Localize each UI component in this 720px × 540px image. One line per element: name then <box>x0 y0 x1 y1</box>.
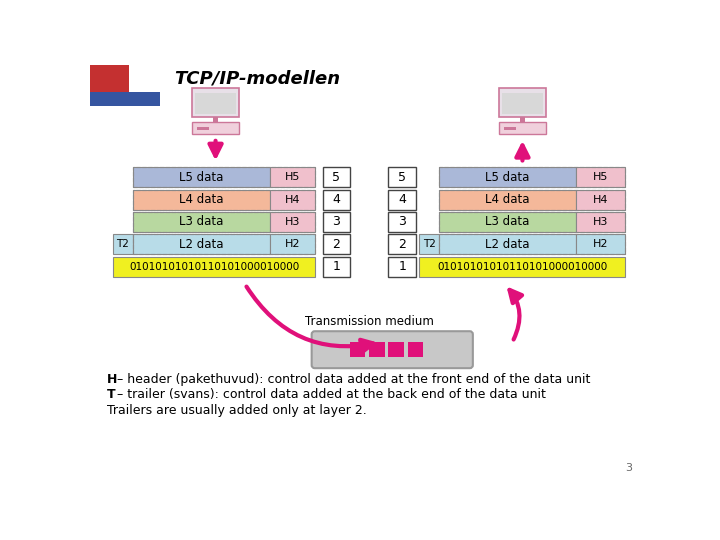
Bar <box>270 212 315 232</box>
Text: T: T <box>107 388 116 401</box>
Text: 2: 2 <box>398 238 406 251</box>
Bar <box>270 190 315 210</box>
Text: Transmission medium: Transmission medium <box>305 315 433 328</box>
Text: – header (pakethuvud): control data added at the front end of the data unit: – header (pakethuvud): control data adde… <box>113 373 590 386</box>
Bar <box>388 234 416 254</box>
Text: 3: 3 <box>333 215 341 228</box>
Text: 01010101010110101000010000: 01010101010110101000010000 <box>437 261 607 272</box>
Bar <box>499 122 546 134</box>
Bar <box>438 167 576 187</box>
Text: 5: 5 <box>398 171 406 184</box>
Bar <box>132 167 270 187</box>
Bar <box>419 234 438 254</box>
Bar <box>438 167 625 187</box>
Bar <box>132 190 315 210</box>
Bar <box>438 234 576 254</box>
Text: 4: 4 <box>398 193 406 206</box>
Bar <box>499 88 546 117</box>
Bar <box>408 342 423 357</box>
Bar <box>388 190 416 210</box>
Bar <box>576 190 625 210</box>
Text: H4: H4 <box>593 194 608 205</box>
Text: Trailers are usually added only at layer 2.: Trailers are usually added only at layer… <box>107 403 366 416</box>
Bar <box>90 65 129 97</box>
Text: 4: 4 <box>333 193 341 206</box>
Bar <box>132 212 270 232</box>
Bar <box>192 122 239 134</box>
Bar <box>388 212 416 232</box>
Text: H: H <box>107 373 117 386</box>
Text: L3 data: L3 data <box>179 215 223 228</box>
Bar <box>132 234 270 254</box>
Bar <box>323 256 351 276</box>
Text: L4 data: L4 data <box>179 193 223 206</box>
Text: 01010101010110101000010000: 01010101010110101000010000 <box>129 261 299 272</box>
Text: TCP/IP-modellen: TCP/IP-modellen <box>174 70 340 87</box>
Bar <box>192 88 239 117</box>
Bar <box>388 342 404 357</box>
Text: L3 data: L3 data <box>485 215 529 228</box>
Bar <box>438 234 625 254</box>
Bar <box>323 190 351 210</box>
Bar <box>132 212 315 232</box>
Bar <box>576 212 625 232</box>
Bar <box>323 212 351 232</box>
Text: H5: H5 <box>284 172 300 182</box>
FancyBboxPatch shape <box>312 331 473 368</box>
Bar <box>132 190 270 210</box>
Bar <box>270 167 315 187</box>
Bar <box>438 190 625 210</box>
Text: L4 data: L4 data <box>485 193 530 206</box>
Bar <box>504 127 516 130</box>
Bar <box>388 167 416 187</box>
Text: 3: 3 <box>626 463 632 473</box>
Text: 2: 2 <box>333 238 341 251</box>
Bar <box>419 256 625 276</box>
Bar <box>90 92 160 106</box>
Text: H2: H2 <box>284 239 300 249</box>
Text: 1: 1 <box>333 260 341 273</box>
Bar <box>113 234 132 254</box>
Text: L5 data: L5 data <box>485 171 529 184</box>
Bar <box>438 212 625 232</box>
Bar <box>213 117 218 122</box>
Text: H5: H5 <box>593 172 608 182</box>
Text: T2: T2 <box>423 239 436 249</box>
Text: H3: H3 <box>593 217 608 227</box>
Text: H2: H2 <box>593 239 608 249</box>
Text: L2 data: L2 data <box>179 238 223 251</box>
Bar <box>369 342 384 357</box>
Bar <box>195 92 235 114</box>
Bar <box>350 342 365 357</box>
Bar <box>576 167 625 187</box>
Bar <box>438 190 576 210</box>
Bar <box>438 212 576 232</box>
Bar <box>197 127 210 130</box>
Bar <box>576 234 625 254</box>
Text: – trailer (svans): control data added at the back end of the data unit: – trailer (svans): control data added at… <box>113 388 546 401</box>
Text: 3: 3 <box>398 215 406 228</box>
Text: L5 data: L5 data <box>179 171 223 184</box>
Text: 5: 5 <box>333 171 341 184</box>
Bar <box>323 167 351 187</box>
Bar <box>520 117 525 122</box>
Bar <box>270 234 315 254</box>
Text: H4: H4 <box>284 194 300 205</box>
Bar <box>132 167 315 187</box>
Bar <box>132 234 315 254</box>
Bar <box>503 92 543 114</box>
Text: 1: 1 <box>398 260 406 273</box>
Text: L2 data: L2 data <box>485 238 530 251</box>
Bar <box>323 234 351 254</box>
Bar <box>113 256 315 276</box>
Text: T2: T2 <box>117 239 130 249</box>
Text: H3: H3 <box>284 217 300 227</box>
Bar <box>388 256 416 276</box>
